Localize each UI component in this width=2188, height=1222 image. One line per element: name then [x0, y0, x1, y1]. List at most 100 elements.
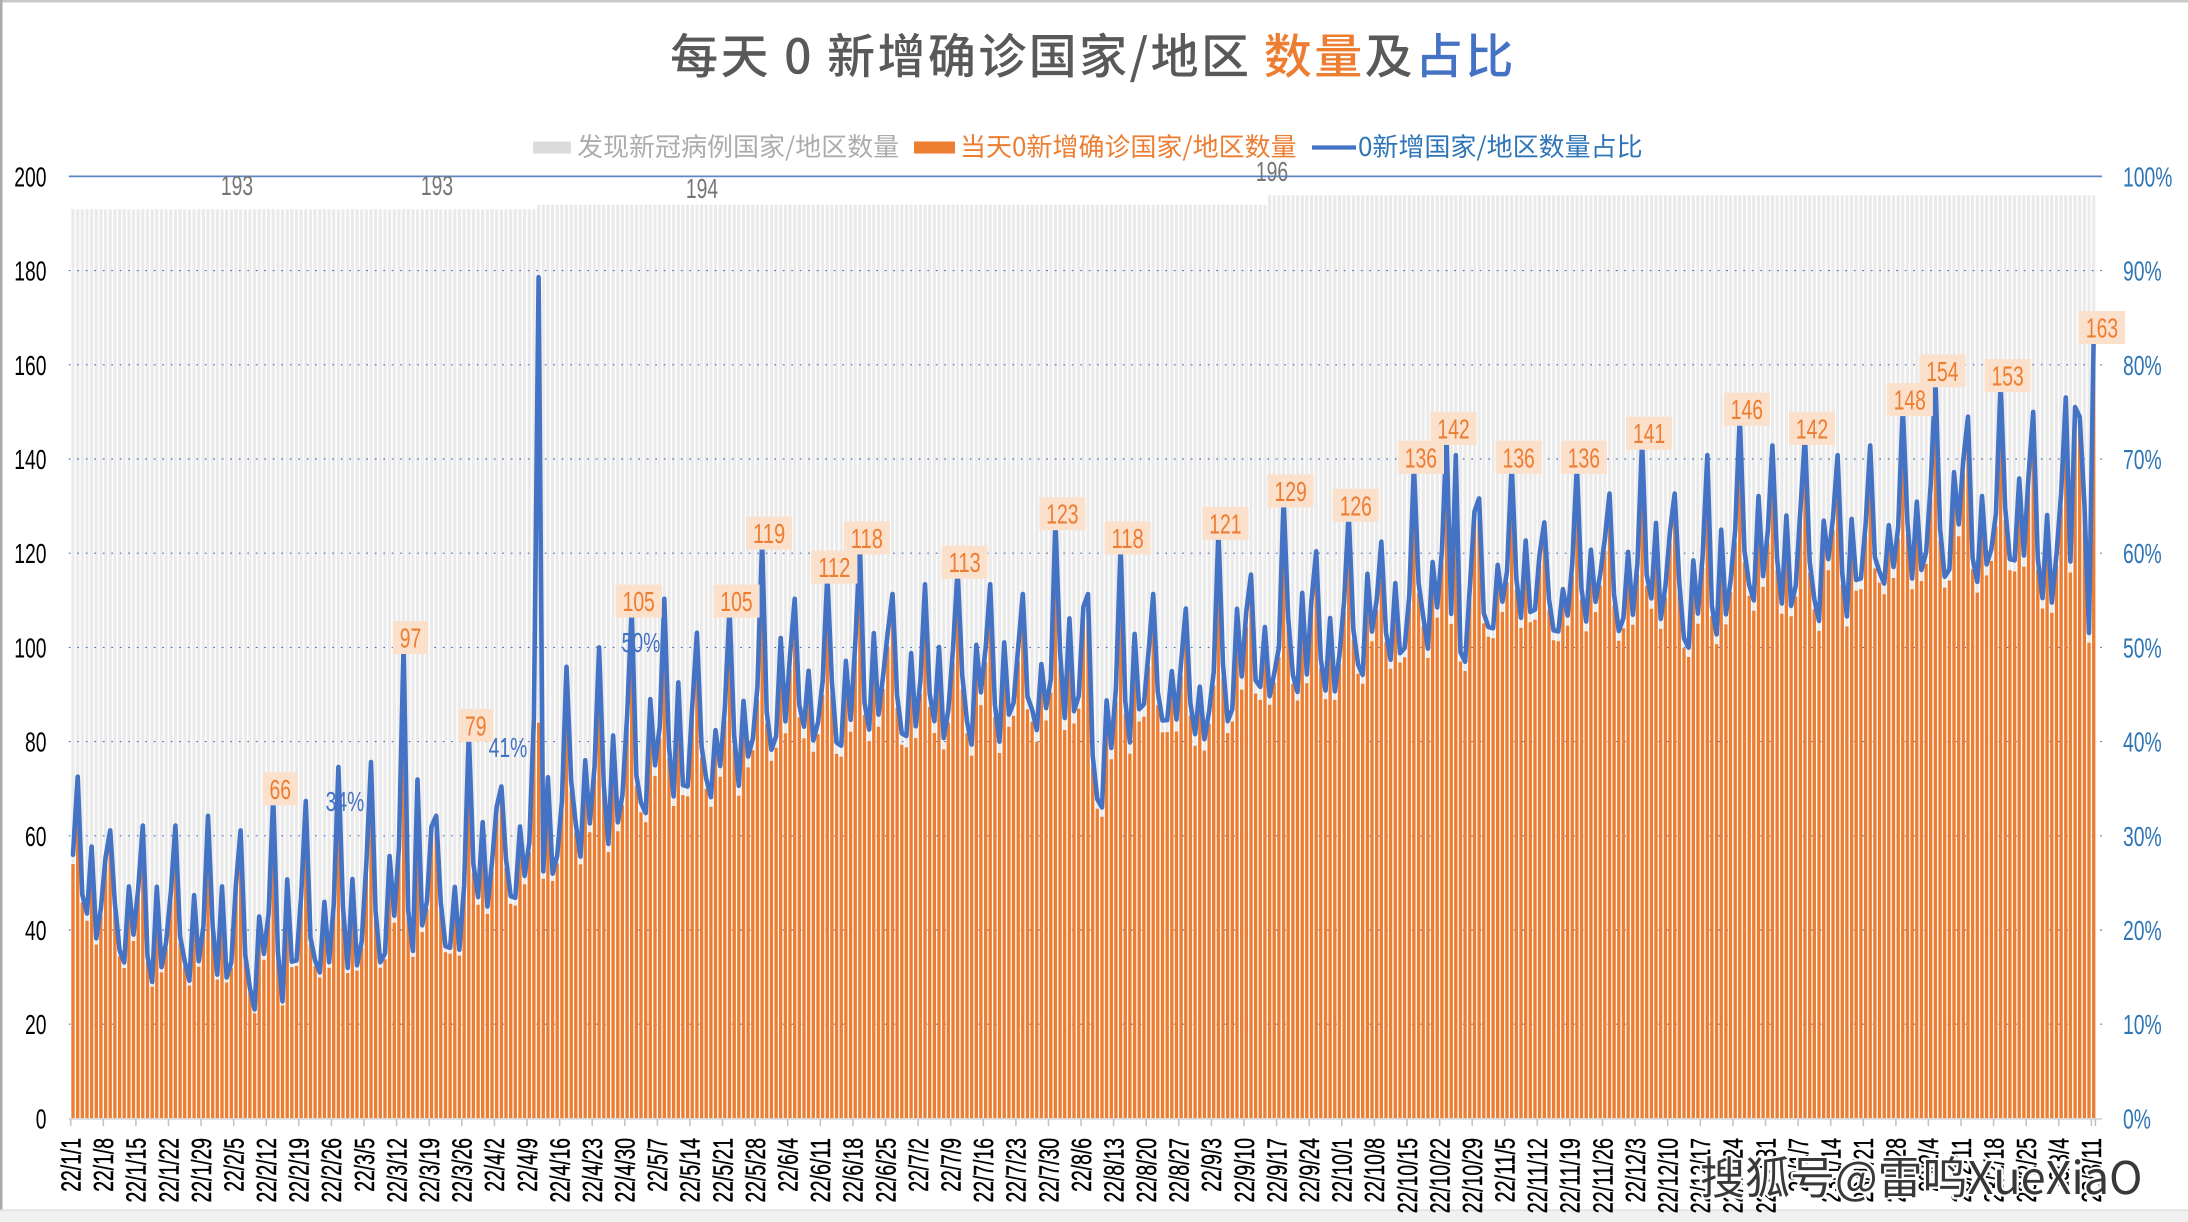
svg-text:22/2/12: 22/2/12 [251, 1138, 282, 1203]
svg-text:0%: 0% [2123, 1103, 2151, 1134]
svg-text:160: 160 [14, 350, 46, 381]
svg-text:112: 112 [818, 552, 850, 583]
svg-text:22/6/11: 22/6/11 [805, 1138, 836, 1203]
svg-text:22/4/23: 22/4/23 [577, 1138, 608, 1203]
svg-text:22/7/30: 22/7/30 [1033, 1138, 1064, 1203]
svg-text:22/10/15: 22/10/15 [1392, 1138, 1423, 1213]
svg-text:20%: 20% [2123, 915, 2162, 946]
svg-text:97: 97 [400, 623, 422, 654]
svg-text:120: 120 [14, 538, 46, 569]
svg-text:22/1/15: 22/1/15 [121, 1138, 152, 1203]
svg-text:22/8/13: 22/8/13 [1098, 1138, 1129, 1203]
svg-text:22/5/21: 22/5/21 [707, 1138, 738, 1203]
svg-text:22/3/19: 22/3/19 [414, 1138, 445, 1203]
svg-text:22/1/22: 22/1/22 [153, 1138, 184, 1203]
svg-text:22/2/19: 22/2/19 [284, 1138, 315, 1203]
svg-text:50%: 50% [2123, 632, 2162, 663]
svg-text:194: 194 [686, 173, 718, 204]
svg-text:22/5/14: 22/5/14 [675, 1138, 706, 1203]
svg-text:22/9/17: 22/9/17 [1261, 1138, 1292, 1203]
svg-text:136: 136 [1503, 442, 1535, 473]
svg-text:163: 163 [2086, 313, 2118, 344]
svg-text:129: 129 [1275, 476, 1307, 507]
svg-text:118: 118 [1112, 523, 1144, 554]
svg-text:22/4/30: 22/4/30 [610, 1138, 641, 1203]
svg-text:22/3/5: 22/3/5 [349, 1138, 380, 1192]
svg-text:40: 40 [25, 915, 47, 946]
svg-text:200: 200 [14, 161, 46, 192]
svg-text:22/2/26: 22/2/26 [316, 1138, 347, 1203]
svg-text:193: 193 [421, 170, 453, 201]
svg-text:113: 113 [949, 547, 981, 578]
svg-text:70%: 70% [2123, 444, 2162, 475]
svg-text:180: 180 [14, 256, 46, 287]
svg-text:105: 105 [623, 586, 655, 617]
svg-text:22/12/3: 22/12/3 [1620, 1138, 1651, 1203]
svg-text:50%: 50% [622, 627, 661, 658]
svg-text:41%: 41% [489, 732, 528, 763]
svg-text:22/10/8: 22/10/8 [1359, 1138, 1390, 1203]
svg-text:22/11/26: 22/11/26 [1587, 1138, 1618, 1213]
svg-text:80: 80 [25, 727, 47, 758]
svg-text:154: 154 [1926, 356, 1958, 387]
svg-text:22/8/20: 22/8/20 [1131, 1138, 1162, 1203]
svg-text:100%: 100% [2123, 161, 2172, 192]
svg-text:22/12/10: 22/12/10 [1653, 1138, 1684, 1213]
svg-text:119: 119 [753, 518, 785, 549]
svg-text:0: 0 [36, 1103, 47, 1134]
svg-text:141: 141 [1633, 418, 1665, 449]
svg-text:153: 153 [1992, 361, 2024, 392]
svg-text:22/7/9: 22/7/9 [936, 1138, 967, 1192]
svg-text:34%: 34% [326, 786, 365, 817]
svg-text:66: 66 [270, 774, 292, 805]
svg-text:140: 140 [14, 444, 46, 475]
svg-text:90%: 90% [2123, 256, 2162, 287]
svg-text:22/6/4: 22/6/4 [773, 1138, 804, 1192]
svg-text:22/11/19: 22/11/19 [1555, 1138, 1586, 1213]
svg-text:142: 142 [1437, 413, 1469, 444]
svg-text:105: 105 [720, 586, 752, 617]
svg-text:22/4/2: 22/4/2 [479, 1138, 510, 1192]
svg-text:60%: 60% [2123, 538, 2162, 569]
svg-text:79: 79 [465, 710, 487, 741]
svg-text:20: 20 [25, 1009, 47, 1040]
svg-text:126: 126 [1340, 490, 1372, 521]
svg-text:100: 100 [14, 632, 46, 663]
svg-text:22/11/12: 22/11/12 [1522, 1138, 1553, 1213]
svg-text:136: 136 [1405, 442, 1437, 473]
svg-text:22/3/12: 22/3/12 [381, 1138, 412, 1203]
svg-text:121: 121 [1209, 508, 1241, 539]
svg-text:22/7/16: 22/7/16 [968, 1138, 999, 1203]
svg-text:40%: 40% [2123, 727, 2162, 758]
svg-text:22/9/3: 22/9/3 [1196, 1138, 1227, 1192]
svg-text:193: 193 [221, 170, 253, 201]
svg-text:22/6/25: 22/6/25 [870, 1138, 901, 1203]
svg-text:146: 146 [1731, 394, 1763, 425]
svg-text:60: 60 [25, 821, 47, 852]
svg-text:22/6/18: 22/6/18 [838, 1138, 869, 1203]
svg-text:22/7/23: 22/7/23 [1001, 1138, 1032, 1203]
svg-text:136: 136 [1568, 442, 1600, 473]
svg-text:118: 118 [851, 523, 883, 554]
svg-text:22/9/10: 22/9/10 [1229, 1138, 1260, 1203]
svg-text:22/5/7: 22/5/7 [642, 1138, 673, 1192]
svg-text:123: 123 [1046, 499, 1078, 530]
svg-text:22/10/1: 22/10/1 [1327, 1138, 1358, 1203]
svg-text:22/8/27: 22/8/27 [1164, 1138, 1195, 1203]
svg-text:22/1/29: 22/1/29 [186, 1138, 217, 1203]
svg-text:22/2/5: 22/2/5 [219, 1138, 250, 1192]
svg-text:142: 142 [1796, 413, 1828, 444]
svg-text:22/8/6: 22/8/6 [1066, 1138, 1097, 1192]
svg-text:22/10/22: 22/10/22 [1424, 1138, 1455, 1213]
svg-text:22/11/5: 22/11/5 [1490, 1138, 1521, 1203]
svg-text:22/4/16: 22/4/16 [544, 1138, 575, 1203]
svg-text:22/7/2: 22/7/2 [903, 1138, 934, 1192]
svg-text:22/9/24: 22/9/24 [1294, 1138, 1325, 1203]
svg-text:22/1/1: 22/1/1 [56, 1138, 87, 1192]
svg-text:30%: 30% [2123, 821, 2162, 852]
svg-text:10%: 10% [2123, 1009, 2162, 1040]
svg-text:22/3/26: 22/3/26 [447, 1138, 478, 1203]
svg-text:22/1/8: 22/1/8 [88, 1138, 119, 1192]
svg-text:148: 148 [1894, 385, 1926, 416]
svg-text:22/4/9: 22/4/9 [512, 1138, 543, 1192]
